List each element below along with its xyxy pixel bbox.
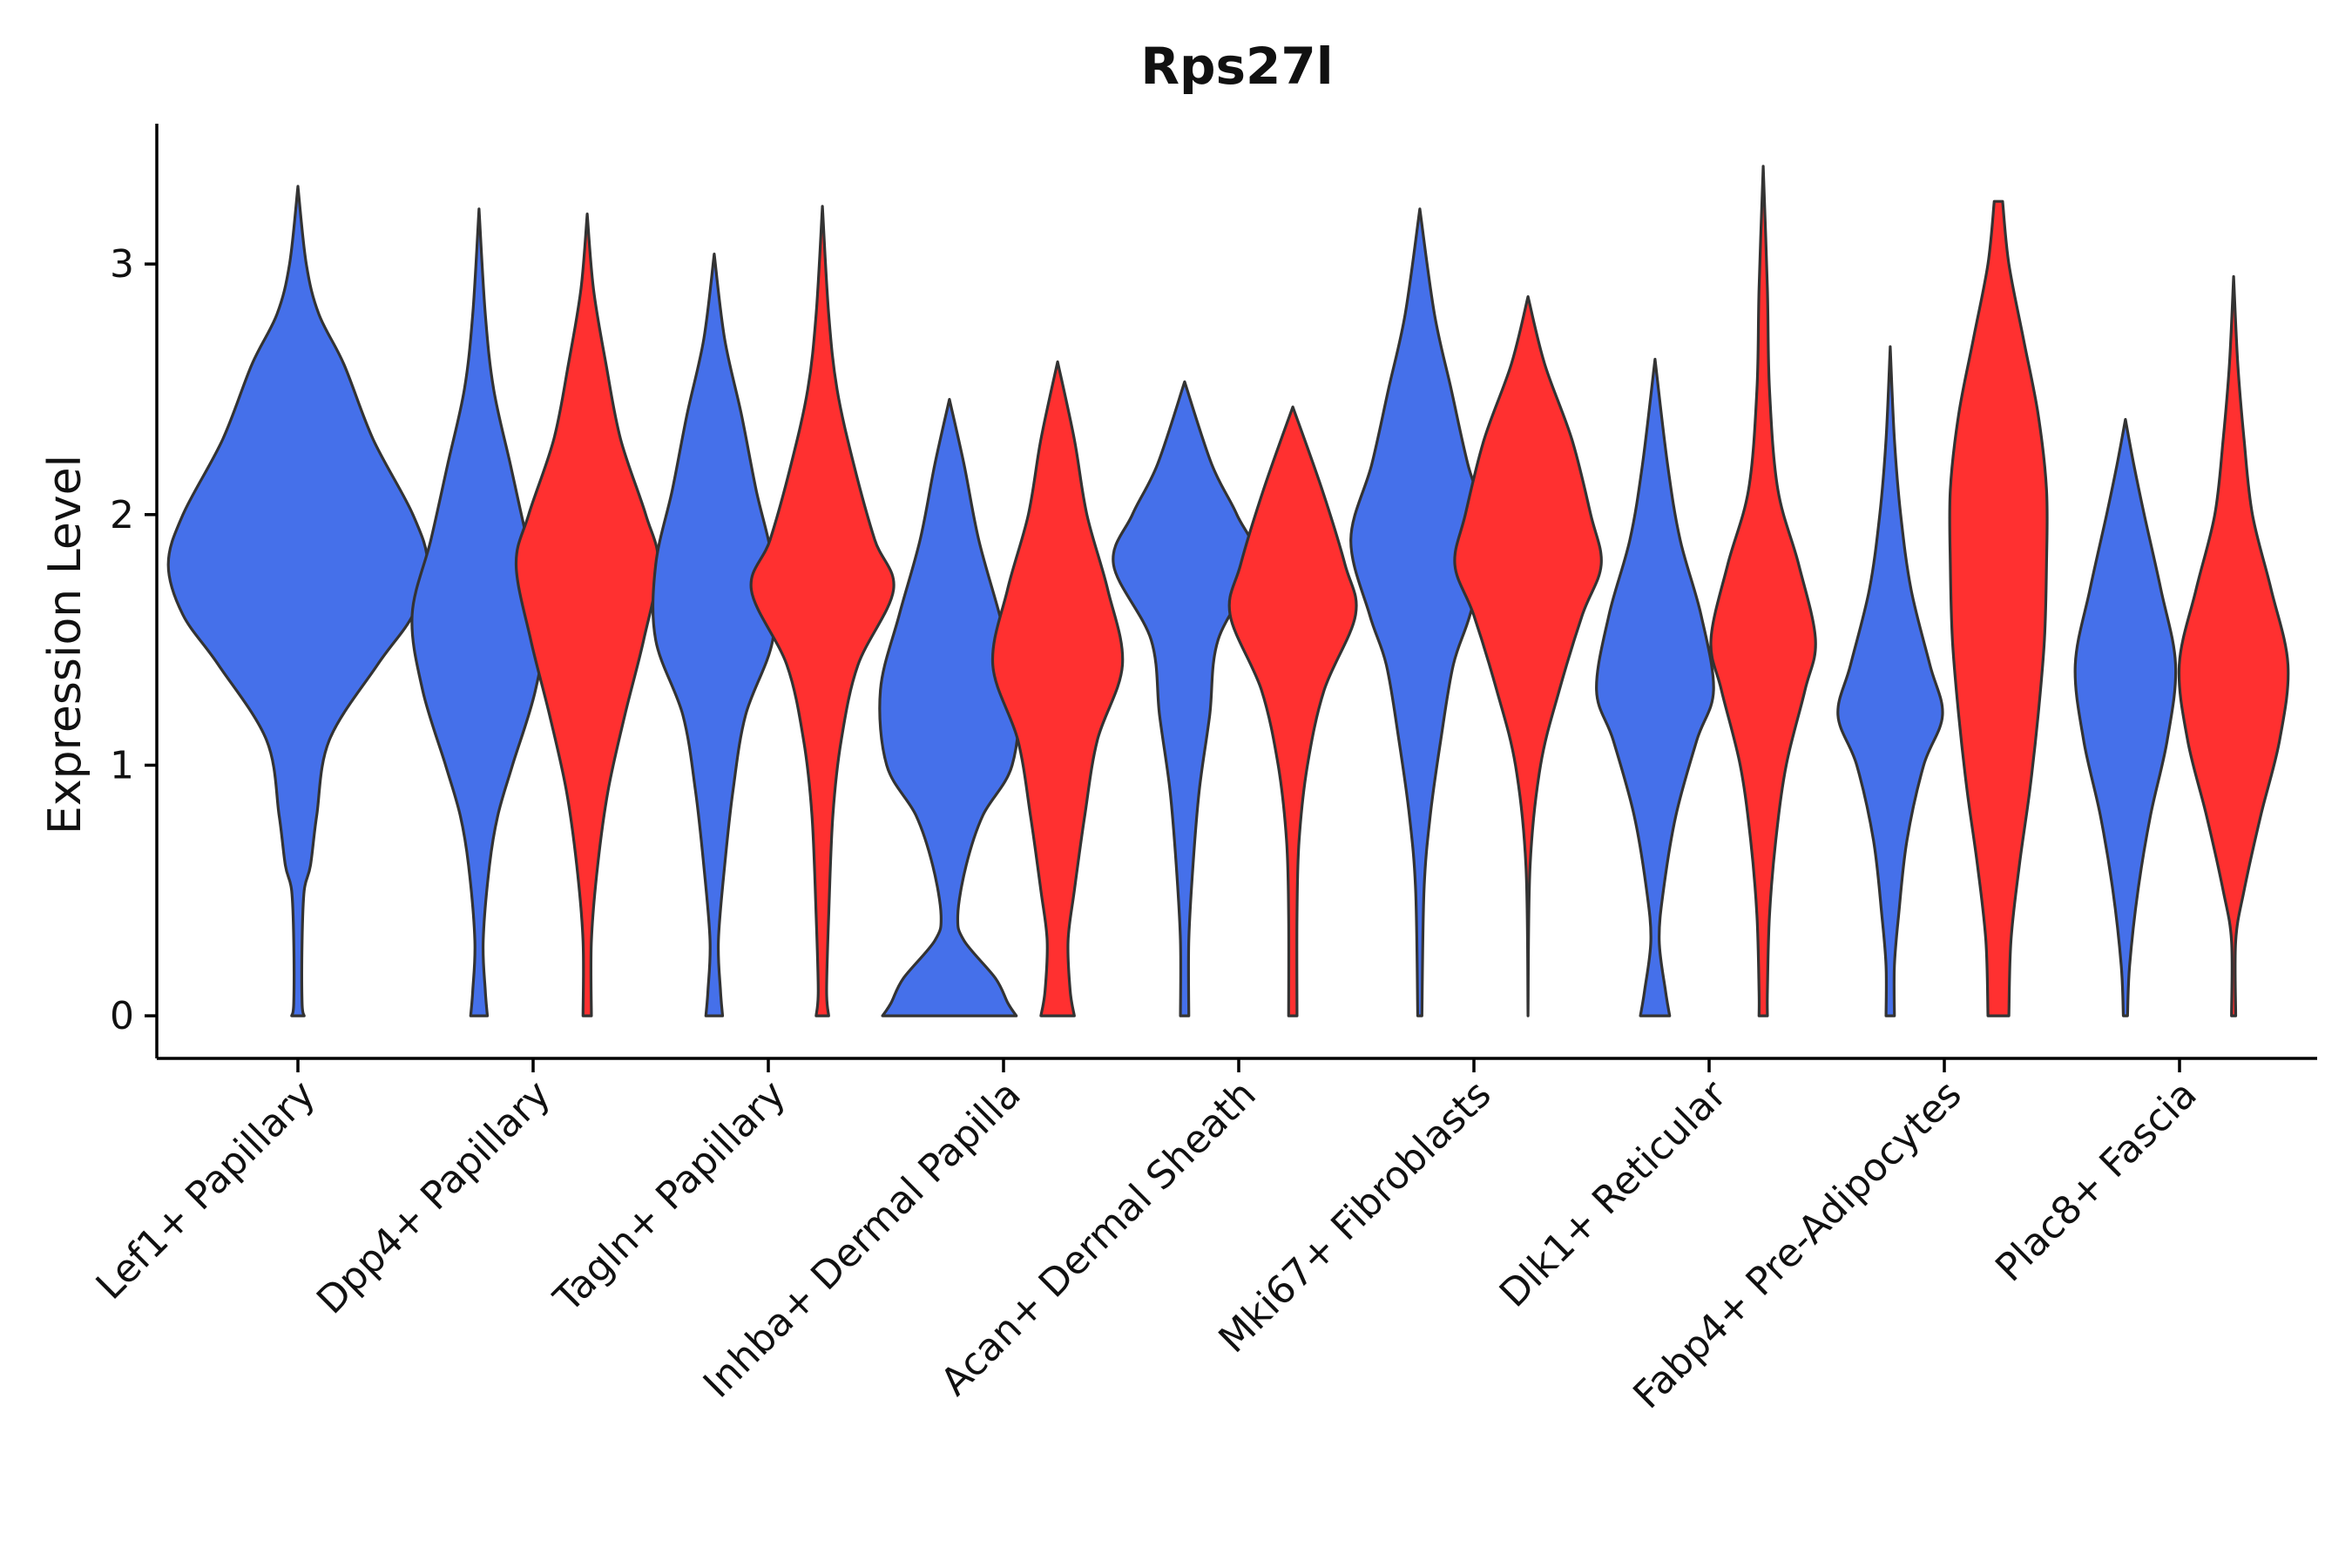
x-tick-label: Lef1+ Papillary [88,1072,324,1308]
chart-title: Rps27l [1140,37,1333,96]
violin-group_a-11 [1595,357,1715,1017]
violin-group_b-12 [1709,165,1817,1017]
violin-group_a-15 [2073,417,2178,1017]
violin-group_a-1 [410,207,548,1017]
x-tick-label: Mki67+ Fibroblasts [1210,1072,1499,1362]
violin-group_b-4 [749,205,896,1017]
violin-group_a-3 [651,253,777,1017]
violin-group_a-13 [1836,345,1944,1017]
x-tick-label: Plac8+ Fascia [1987,1072,2206,1291]
y-axis-label: Expression Level [39,455,91,835]
y-tick-label: 2 [110,493,134,537]
x-tick-label: Dpp4+ Papillary [308,1072,559,1323]
violin-group_b-6 [990,360,1125,1017]
x-tick-label: Dlk1+ Reticular [1491,1071,1736,1316]
violin-group_a-5 [878,397,1021,1017]
y-tick-label: 3 [110,242,134,287]
violin-group_b-14 [1948,199,2049,1017]
x-tick-label: Tagln+ Papillary [545,1072,794,1321]
violin-group_b-2 [514,213,660,1017]
violin-group_a-0 [166,185,429,1017]
violin-group_a-7 [1112,380,1258,1017]
violin-group_a-9 [1349,207,1490,1017]
violin-group_b-8 [1227,405,1358,1017]
violin-group_b-16 [2177,274,2290,1017]
violin-group_b-10 [1453,294,1603,1017]
y-tick-label: 1 [110,743,134,787]
y-tick-label: 0 [110,994,134,1038]
